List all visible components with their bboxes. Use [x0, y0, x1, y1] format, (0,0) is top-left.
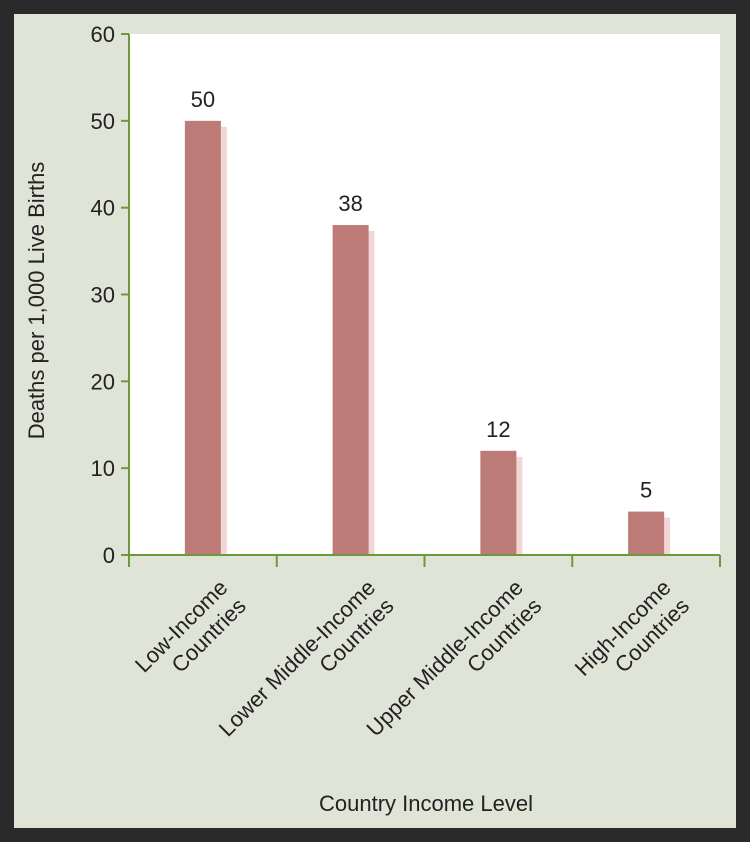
bar — [628, 511, 665, 555]
bar — [184, 120, 221, 555]
y-axis-title: Deaths per 1,000 Live Births — [24, 162, 49, 440]
data-label: 38 — [338, 191, 362, 216]
bar — [480, 450, 517, 555]
y-tick-label: 50 — [91, 109, 115, 134]
y-tick-label: 30 — [91, 283, 115, 308]
data-label: 12 — [486, 417, 510, 442]
data-label: 5 — [640, 478, 652, 503]
y-tick-label: 0 — [103, 543, 115, 568]
y-tick-label: 20 — [91, 369, 115, 394]
y-tick-label: 40 — [91, 196, 115, 221]
x-tick-label: Low-IncomeCountries — [130, 575, 251, 696]
bars-group: 50 38 12 5 — [184, 87, 671, 556]
data-label: 50 — [191, 87, 215, 112]
x-axis-title: Country Income Level — [319, 791, 533, 816]
y-tick-label: 10 — [91, 456, 115, 481]
bar-chart: 50 38 12 5 0 10 20 30 40 50 60 Low-IncomeCountrie… — [24, 22, 721, 816]
x-tick-label: High-IncomeCountries — [570, 575, 694, 699]
chart-frame: 50 38 12 5 0 10 20 30 40 50 60 Low-IncomeCountrie… — [14, 14, 736, 828]
plot-area — [129, 34, 720, 555]
y-tick-label: 60 — [91, 22, 115, 47]
y-ticks-group: 0 10 20 30 40 50 60 — [91, 22, 129, 568]
bar — [332, 225, 369, 556]
